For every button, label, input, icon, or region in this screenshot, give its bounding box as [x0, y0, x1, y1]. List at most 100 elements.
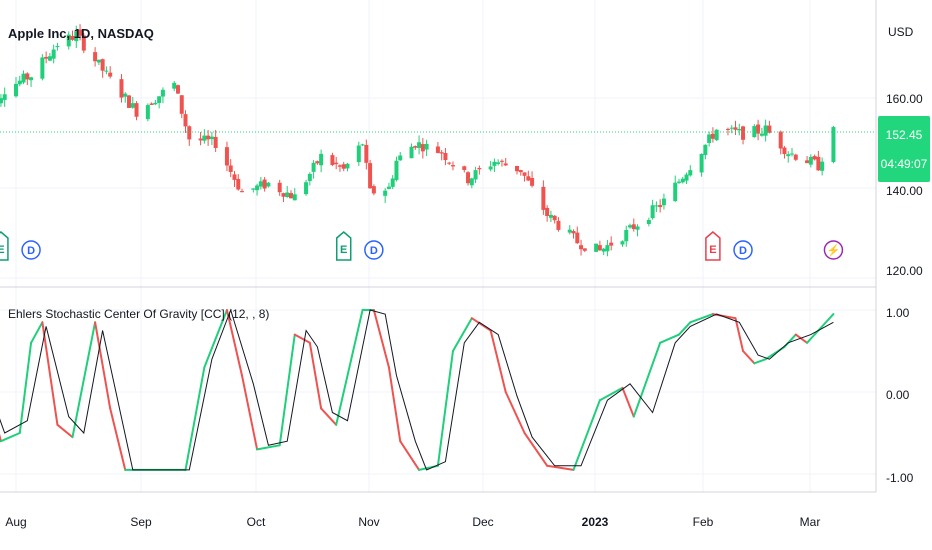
candle-body [767, 125, 772, 133]
candle [383, 188, 388, 203]
earnings-marker[interactable]: E [335, 231, 352, 261]
candle [345, 162, 350, 172]
candle-body [526, 176, 531, 181]
candle-body [202, 135, 207, 141]
earnings-icon [335, 231, 352, 261]
candle-body [492, 161, 497, 166]
candle [522, 172, 527, 182]
candle-body [160, 89, 165, 97]
price-tick-140: 140.00 [886, 184, 923, 198]
candle-body [285, 192, 290, 197]
candle-body [383, 190, 388, 196]
candle [360, 143, 365, 146]
candle-body [654, 205, 659, 207]
candle [816, 150, 821, 171]
candle-body [55, 46, 60, 48]
grid-lines [0, 0, 876, 492]
time-tick-dec: Dec [472, 515, 493, 529]
candle-body [635, 226, 640, 230]
candle [420, 138, 425, 159]
indicator-title[interactable]: Ehlers Stochastic Center Of Gravity [CC]… [8, 307, 269, 321]
event-markers[interactable]: E D E D E D ⚡ [0, 231, 844, 261]
candle-body [435, 146, 440, 153]
candle [394, 156, 399, 182]
candle-body [609, 242, 614, 246]
candle-body [66, 34, 71, 47]
split-icon [823, 240, 844, 260]
candle [160, 87, 165, 104]
cg-line-segment [0, 433, 2, 443]
time-axis[interactable]: Aug Sep Oct Nov Dec 2023 Feb Mar [5, 515, 820, 529]
candle [2, 87, 7, 107]
split-marker[interactable]: ⚡ [823, 240, 844, 260]
candle-body [518, 170, 523, 173]
cg-line-segment [817, 313, 835, 332]
candle [518, 169, 523, 176]
cg-line-segment [30, 321, 44, 344]
candle [496, 159, 501, 166]
candle-body [134, 103, 139, 117]
cg-line-segment [293, 333, 311, 344]
candle-body [413, 146, 418, 148]
cg-line-segment [621, 386, 635, 418]
cg-line-segment [320, 407, 338, 426]
candle [209, 132, 214, 146]
dividend-marker[interactable]: D [733, 240, 753, 260]
dividend-marker[interactable]: D [21, 240, 41, 260]
ind-tick-minus1: -1.00 [886, 471, 914, 485]
candle-body [130, 103, 135, 108]
candle-body [752, 126, 757, 138]
candle [673, 175, 678, 202]
candle [288, 190, 293, 199]
candle-body [281, 193, 286, 197]
candle-body [778, 131, 783, 149]
candle [782, 146, 787, 159]
candle [29, 76, 34, 87]
cg-line-segment [372, 309, 390, 369]
last-price: 152.45 [886, 128, 923, 142]
candle [0, 94, 3, 107]
earnings-marker[interactable]: E [705, 231, 721, 261]
candle [153, 99, 158, 106]
time-tick-aug: Aug [5, 515, 26, 529]
candle [469, 177, 474, 189]
cg-line-segment [18, 341, 33, 434]
cg-line-segment [489, 329, 507, 393]
candle [108, 66, 113, 79]
cg-line-segment [278, 333, 296, 447]
candle-body [307, 173, 312, 181]
candle-body [119, 79, 124, 98]
candle-body [759, 133, 764, 136]
time-tick-2023: 2023 [582, 515, 609, 529]
candle-body [597, 245, 602, 251]
candle [703, 144, 708, 160]
candle-body [149, 103, 154, 105]
dividend-marker[interactable]: D [364, 240, 384, 260]
candle [443, 148, 448, 166]
candle [25, 72, 30, 85]
earnings-marker[interactable]: E [0, 231, 9, 261]
candle-body [703, 144, 708, 155]
candle [820, 157, 825, 176]
candle [232, 170, 237, 188]
candle-body [443, 152, 448, 161]
time-tick-feb: Feb [693, 515, 714, 529]
candle-body [699, 154, 704, 173]
candle [609, 236, 614, 251]
candle-body [571, 231, 576, 234]
candle-body [541, 186, 546, 210]
candle-body [424, 143, 429, 150]
candle [624, 225, 629, 247]
candle [763, 119, 768, 142]
cg-line-segment [451, 317, 473, 352]
cg-line-segment [71, 321, 97, 439]
candle-body [240, 191, 245, 193]
cg-line-segment [734, 317, 745, 352]
candle-body [469, 178, 474, 186]
candle-body [782, 147, 787, 155]
candle-body [311, 162, 316, 172]
candle [447, 161, 452, 166]
candle-body [123, 93, 128, 97]
candle-body [17, 80, 22, 85]
